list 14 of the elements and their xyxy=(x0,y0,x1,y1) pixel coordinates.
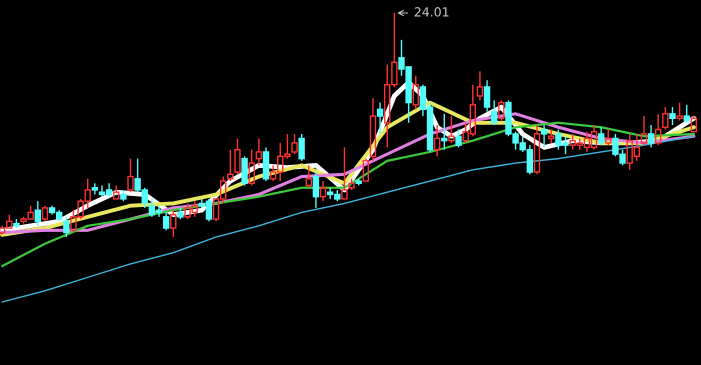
candlestick xyxy=(476,70,484,102)
candlestick xyxy=(170,209,176,238)
candlestick xyxy=(34,200,41,227)
candlestick xyxy=(540,124,548,148)
candlestick xyxy=(256,138,262,166)
candlestick xyxy=(684,104,690,124)
candlestick xyxy=(648,124,654,148)
annotation: 24.01 xyxy=(414,7,448,17)
candlestick xyxy=(434,124,440,158)
candlestick xyxy=(412,75,419,110)
candlestick xyxy=(376,102,384,135)
candlestick xyxy=(548,128,554,144)
candlestick xyxy=(312,171,320,209)
candlestick xyxy=(441,113,448,150)
